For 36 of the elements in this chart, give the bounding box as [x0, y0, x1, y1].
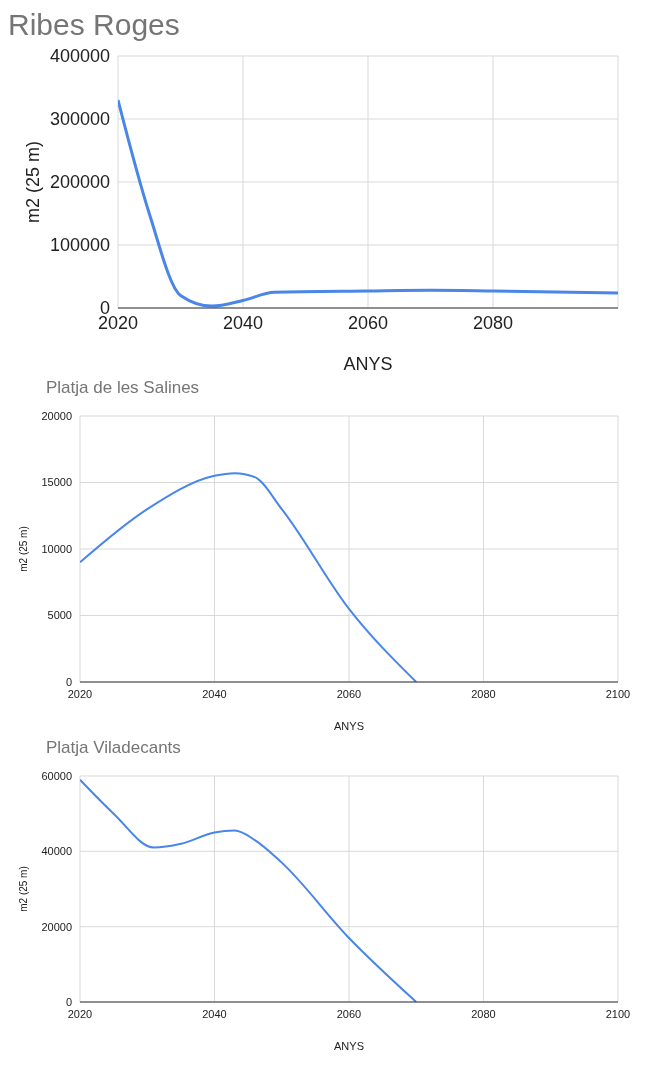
x-tick-label: 2040	[202, 687, 227, 700]
y-tick-label: 400000	[49, 46, 110, 67]
y-tick-label: 20000	[41, 920, 72, 933]
x-tick-label: 2100	[605, 1007, 631, 1020]
x-tick-label: 2080	[471, 687, 496, 700]
x-tick-label: 2060	[336, 687, 362, 700]
y-tick-label: 300000	[49, 109, 110, 130]
y-tick-label: 0	[65, 995, 72, 1008]
y-tick-label: 40000	[41, 845, 72, 858]
x-tick-label: 2100	[605, 687, 631, 700]
y-axis-title: m2 (25 m)	[23, 140, 44, 224]
x-tick-label: 2020	[67, 1007, 93, 1020]
x-tick-label: 2040	[202, 1007, 227, 1020]
y-tick-label: 100000	[49, 235, 110, 256]
chart-title: Platja Viladecants	[45, 738, 182, 759]
y-tick-label: 60000	[41, 769, 72, 782]
x-axis-title: ANYS	[343, 354, 393, 374]
y-tick-label: 20000	[41, 409, 72, 422]
line-series	[80, 472, 418, 682]
x-tick-label: 2080	[472, 312, 514, 333]
x-tick-label: 2060	[336, 1007, 362, 1020]
x-axis-title: ANYS	[334, 720, 364, 732]
y-tick-label: 0	[65, 675, 72, 688]
x-tick-label: 2020	[67, 687, 93, 700]
chart-title: Platja de les Salines	[45, 378, 201, 399]
x-axis-title: ANYS	[334, 1040, 364, 1052]
y-tick-label: 10000	[41, 542, 72, 555]
y-tick-label: 200000	[49, 172, 110, 193]
y-axis-title: m2 (25 m)	[17, 526, 29, 572]
y-tick-label: 5000	[47, 609, 72, 622]
chart-title: Ribes Roges	[8, 8, 181, 43]
x-tick-label: 2060	[347, 312, 389, 333]
y-axis-title: m2 (25 m)	[17, 866, 29, 912]
x-tick-label: 2040	[222, 312, 264, 333]
x-tick-label: 2080	[471, 1007, 496, 1020]
y-tick-label: 15000	[41, 476, 72, 489]
